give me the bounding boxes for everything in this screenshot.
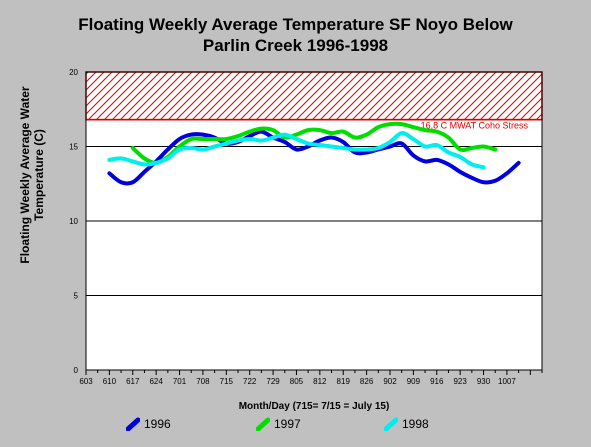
x-tick-label: 812 xyxy=(313,377,327,386)
y-tick-label: 5 xyxy=(74,292,79,301)
x-tick-label: 617 xyxy=(126,377,140,386)
x-tick-label: 923 xyxy=(453,377,467,386)
x-tick-label: 624 xyxy=(149,377,163,386)
y-axis-label-line-2: Temperature (C) xyxy=(32,129,46,221)
x-tick-label: 909 xyxy=(407,377,421,386)
x-tick-label: 722 xyxy=(243,377,257,386)
legend-item-1998: 1998 xyxy=(384,416,429,432)
x-tick-label: 930 xyxy=(477,377,491,386)
x-tick-label: 902 xyxy=(383,377,397,386)
series-layer xyxy=(107,121,521,186)
series-line-1998 xyxy=(107,131,486,170)
y-axis-label-line-1: Floating Weekly Average Water xyxy=(18,86,32,264)
plot-border xyxy=(85,71,543,371)
legend-swatch-1996 xyxy=(126,417,140,431)
legend-item-1996: 1996 xyxy=(126,416,171,432)
x-tick-label: 1007 xyxy=(498,377,516,386)
x-tick-label: 715 xyxy=(220,377,234,386)
y-tick-label: 10 xyxy=(69,217,78,226)
chart-title-line-1: Floating Weekly Average Temperature SF N… xyxy=(78,15,513,34)
y-tick-label: 0 xyxy=(74,366,79,375)
x-tick-label: 826 xyxy=(360,377,374,386)
x-tick-label: 603 xyxy=(79,377,93,386)
chart-title: Floating Weekly Average Temperature SF N… xyxy=(0,14,591,56)
threshold-label: 16.8 C MWAT Coho Stress xyxy=(421,121,529,131)
legend-label-1996: 1996 xyxy=(144,417,171,431)
y-tick-label: 15 xyxy=(69,143,78,152)
x-tick-label: 701 xyxy=(173,377,187,386)
y-tick-label: 20 xyxy=(69,68,78,77)
x-tick-label: 610 xyxy=(103,377,117,386)
grid-layer xyxy=(86,146,542,296)
x-tick-label: 805 xyxy=(290,377,304,386)
legend-swatch-1998 xyxy=(384,417,398,431)
x-axis-label: Month/Day (715= 7/15 = July 15) xyxy=(238,401,390,412)
x-tick-label: 819 xyxy=(337,377,351,386)
x-tick-label: 708 xyxy=(196,377,210,386)
x-tick-label: 729 xyxy=(266,377,280,386)
series-line-1997 xyxy=(130,121,498,165)
x-tick-label: 916 xyxy=(430,377,444,386)
axis-layer: 0 5 10 15 20 603 610 617 624 701 708 715 722 729 805 81… xyxy=(69,68,543,386)
legend-swatch-1997 xyxy=(256,417,270,431)
legend-item-1997: 1997 xyxy=(256,416,301,432)
threshold-band xyxy=(85,71,543,121)
chart-title-line-2: Parlin Creek 1996-1998 xyxy=(202,36,389,55)
legend-label-1998: 1998 xyxy=(402,417,429,431)
legend-label-1997: 1997 xyxy=(274,417,301,431)
